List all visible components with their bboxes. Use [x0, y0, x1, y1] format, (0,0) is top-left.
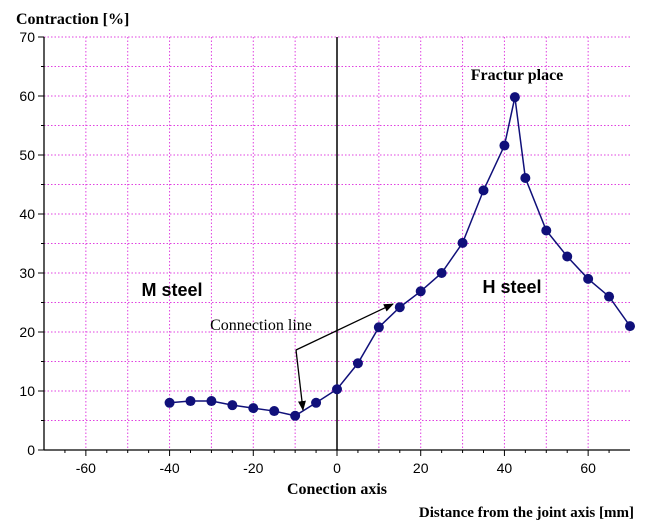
data-point: [311, 397, 322, 408]
x-tick-label: -40: [159, 460, 179, 476]
y-tick-label: 50: [19, 147, 35, 163]
x-tick-label: -60: [76, 460, 96, 476]
y-tick-label: 30: [19, 265, 35, 281]
data-point: [206, 396, 217, 407]
fracture-place-annotation: Fractur place: [471, 67, 564, 84]
data-point: [509, 92, 520, 103]
data-point: [562, 251, 573, 262]
y-axis-label: Contraction [%]: [16, 11, 129, 28]
data-point: [248, 403, 259, 414]
connection-arrow-right: [295, 303, 394, 351]
x-tick-label: 40: [497, 460, 513, 476]
x-tick-label: 20: [413, 460, 429, 476]
data-point: [436, 268, 447, 278]
y-tick-label: 60: [19, 88, 35, 104]
data-point: [457, 237, 468, 248]
data-point: [583, 273, 594, 284]
connection-axis-annotation: Conection axis: [287, 481, 387, 498]
y-tick-label: 70: [19, 29, 35, 45]
data-point: [541, 225, 552, 236]
y-tick-label: 20: [19, 324, 35, 340]
x-tick-label: 0: [333, 460, 341, 476]
data-series: [164, 92, 635, 421]
data-point: [499, 140, 510, 151]
data-point: [394, 302, 405, 313]
series-line: [169, 97, 631, 417]
data-point: [520, 173, 531, 184]
data-point: [164, 397, 175, 408]
data-point: [352, 358, 363, 369]
connection-line-annotation: Connection line: [210, 317, 312, 334]
tick-labels: -60 -40 -20 0 20 40 60 0 10 20 30 40 50 60 70: [19, 29, 596, 476]
data-point: [373, 322, 384, 333]
data-point: [332, 384, 342, 395]
y-tick-label: 0: [27, 442, 35, 458]
data-point: [290, 410, 301, 421]
tick-marks: [38, 36, 610, 456]
x-tick-label: -20: [243, 460, 263, 476]
data-point: [625, 321, 635, 332]
m-steel-annotation: M steel: [141, 280, 202, 300]
data-point: [604, 291, 615, 302]
x-tick-label: 60: [580, 460, 596, 476]
x-axis-label: Distance from the joint axis [mm]: [419, 505, 634, 521]
data-point: [269, 406, 280, 417]
connection-arrow-down: [295, 349, 306, 411]
data-point: [415, 286, 426, 297]
data-point: [478, 185, 489, 196]
h-steel-annotation: H steel: [482, 277, 541, 297]
y-tick-label: 40: [19, 206, 35, 222]
data-point: [227, 400, 238, 411]
data-point: [185, 396, 196, 407]
y-tick-label: 10: [19, 383, 35, 399]
